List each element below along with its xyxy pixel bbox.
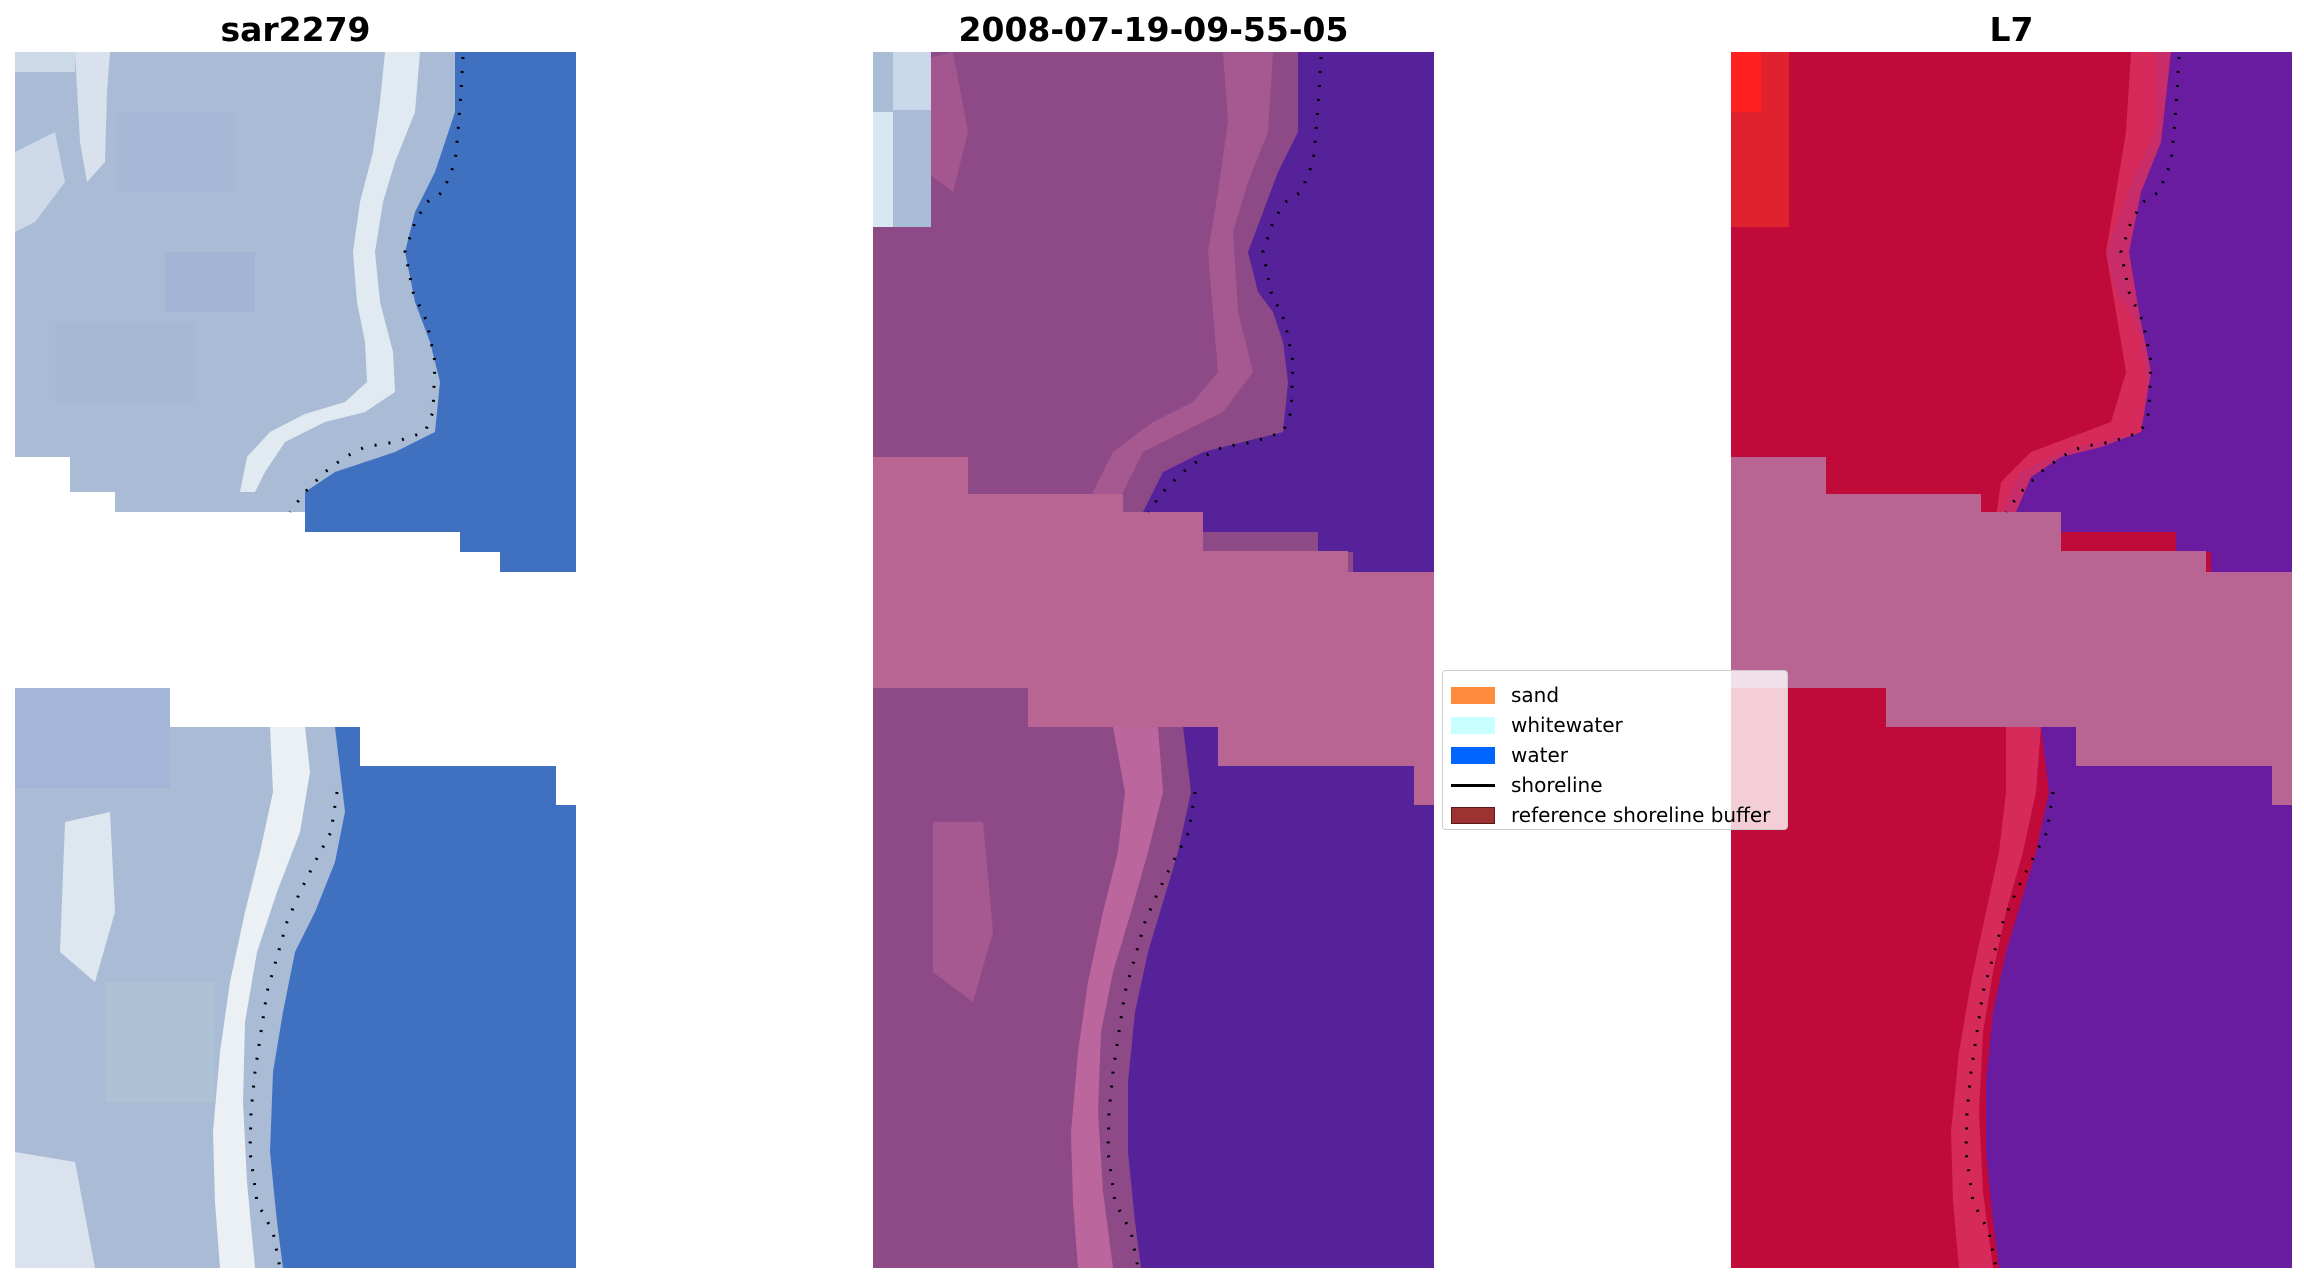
classified-image-panel bbox=[873, 52, 1434, 1268]
legend-item-whitewater: whitewater bbox=[1451, 712, 1623, 738]
legend-item-shoreline: shoreline bbox=[1451, 772, 1603, 798]
sand-swatch bbox=[1451, 686, 1495, 704]
panel-title-rgb: sar2279 bbox=[220, 10, 371, 49]
shoreline-line-swatch bbox=[1451, 783, 1495, 787]
legend-label: sand bbox=[1511, 683, 1560, 707]
legend-label: water bbox=[1511, 743, 1568, 767]
legend-item-sand: sand bbox=[1451, 682, 1559, 708]
legend: sand whitewater water shoreline referenc… bbox=[1442, 670, 1788, 830]
legend-label: shoreline bbox=[1511, 773, 1603, 797]
water-swatch bbox=[1451, 746, 1495, 764]
swir-image bbox=[1731, 52, 2292, 1268]
legend-item-reference-buffer: reference shoreline buffer bbox=[1451, 802, 1770, 828]
rgb-image-panel bbox=[15, 52, 576, 1268]
whitewater-swatch bbox=[1451, 716, 1495, 734]
rgb-image bbox=[15, 52, 576, 1268]
panel-title-swir: L7 bbox=[1989, 10, 2034, 49]
classified-image bbox=[873, 52, 1434, 1268]
panel-title-classified: 2008-07-19-09-55-05 bbox=[958, 10, 1349, 49]
reference-buffer-swatch bbox=[1451, 806, 1495, 824]
swir-image-panel bbox=[1731, 52, 2292, 1268]
legend-label: whitewater bbox=[1511, 713, 1623, 737]
legend-item-water: water bbox=[1451, 742, 1568, 768]
legend-label: reference shoreline buffer bbox=[1511, 803, 1771, 827]
